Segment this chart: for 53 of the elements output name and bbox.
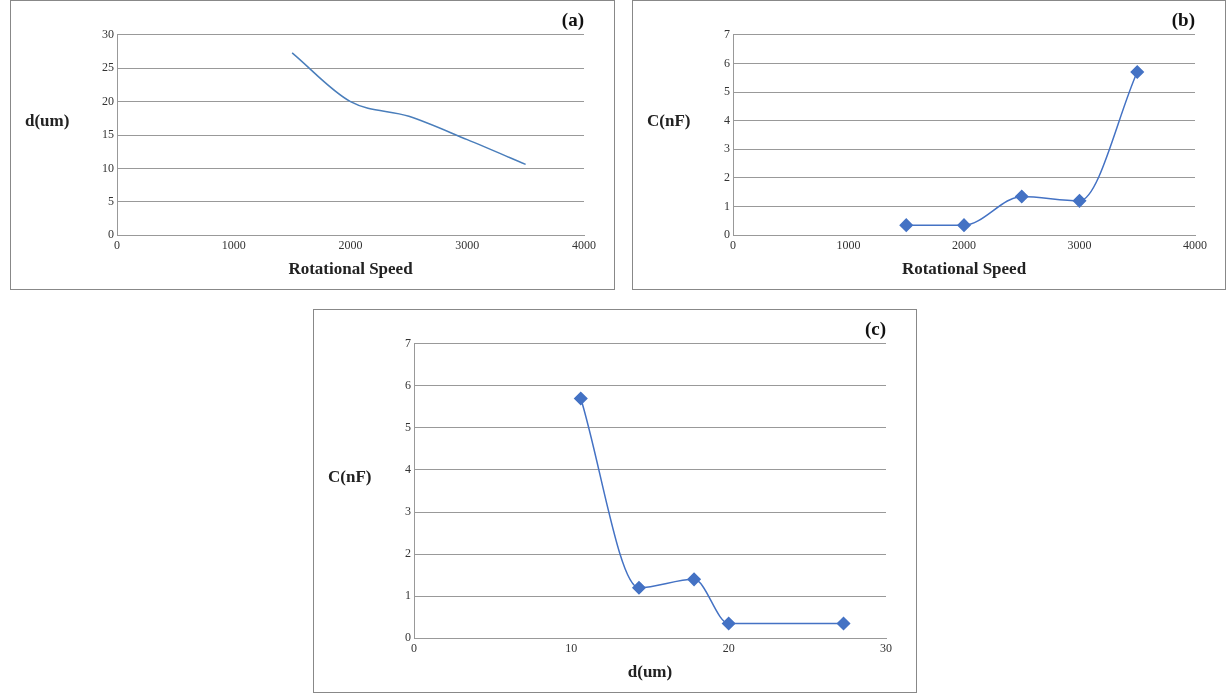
point [574, 391, 588, 406]
y-tick-label: 5 [405, 420, 411, 435]
x-tick-label: 2000 [952, 237, 976, 252]
chart-title: (b) [1171, 9, 1195, 32]
x-tick-label: 1000 [221, 237, 246, 252]
y-tick-label: 1 [405, 588, 411, 603]
point [632, 580, 646, 595]
y-tick-label: 6 [405, 378, 411, 393]
x-tick-label: 3000 [1067, 237, 1092, 252]
point [721, 616, 736, 631]
x-tick-label: 30 [880, 640, 892, 655]
x-axis-title: d(um) [627, 662, 673, 682]
x-axis-title: Rotational Speed [901, 259, 1027, 279]
y-tick-label: 15 [102, 127, 114, 142]
point [687, 572, 701, 587]
x-tick-label: 2000 [338, 237, 363, 252]
chart-title: (c) [864, 318, 886, 341]
x-tick-label: 3000 [455, 237, 480, 252]
y-tick-label: 10 [102, 160, 114, 175]
y-tick-label: 5 [724, 84, 730, 99]
y-tick-label: 7 [724, 26, 730, 41]
y-tick-label: 7 [405, 335, 411, 350]
y-tick-label: 2 [724, 170, 730, 185]
y-tick-label: 3 [405, 504, 411, 519]
y-tick-label: 20 [102, 93, 114, 108]
x-tick-label: 4000 [572, 237, 596, 252]
y-tick-label: 30 [102, 26, 114, 41]
y-tick-label: 4 [405, 462, 411, 477]
y-axis-title: d(um) [25, 110, 70, 132]
y-tick-label: 5 [108, 193, 114, 208]
y-tick-label: 6 [724, 55, 730, 70]
y-tick-label: 4 [724, 112, 730, 127]
y-tick-label: 25 [102, 60, 114, 75]
point [1130, 65, 1144, 79]
y-tick-label: 0 [405, 630, 411, 645]
y-tick-label: 0 [724, 227, 730, 242]
x-tick-label: 1000 [836, 237, 861, 252]
chart-title: (a) [561, 9, 584, 32]
x-tick-label: 10 [565, 640, 578, 655]
y-tick-label: 3 [724, 141, 730, 156]
y-tick-label: 2 [405, 546, 411, 561]
point [1015, 189, 1029, 204]
y-tick-label: 0 [108, 227, 114, 242]
point [899, 218, 913, 232]
point [957, 218, 971, 232]
point [1072, 194, 1087, 208]
y-tick-label: 1 [724, 198, 730, 213]
x-axis-title: Rotational Speed [288, 259, 414, 279]
y-axis-title: C(nF) [647, 110, 691, 132]
x-tick-label: 4000 [1183, 237, 1207, 252]
point [836, 616, 851, 631]
y-axis-title: C(nF) [328, 466, 372, 488]
line-series [291, 52, 527, 166]
